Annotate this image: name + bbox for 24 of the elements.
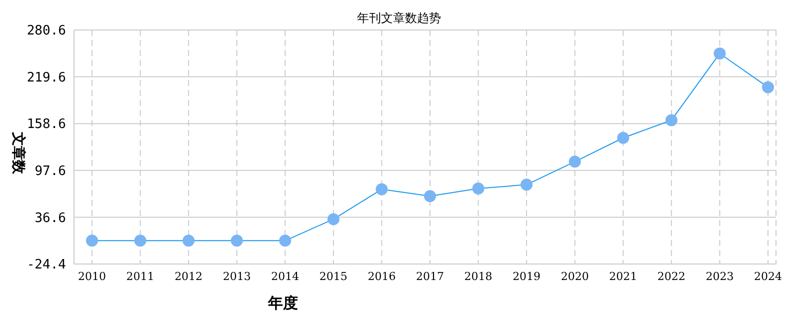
y-tick-label: 158.6 [26, 117, 66, 132]
x-tick-label: 2017 [416, 270, 444, 283]
x-tick-label: 2024 [754, 270, 782, 283]
x-tick-label: 2015 [319, 270, 348, 283]
chart-title: 年刊文章数趋势 [357, 11, 441, 25]
x-tick-label: 2020 [560, 270, 589, 283]
y-tick-label: 36.6 [34, 210, 66, 226]
x-tick-label: 2013 [222, 270, 251, 283]
x-tick-label: 2021 [609, 270, 638, 283]
x-tick-label: 2019 [512, 270, 541, 283]
x-tick-label: 2014 [271, 270, 300, 283]
x-tick-label: 2010 [78, 270, 106, 283]
x-tick-label: 2011 [126, 270, 154, 283]
x-tick-label: 2016 [368, 270, 396, 283]
y-tick-label: 280.6 [26, 24, 66, 39]
x-axis-title: 年度 [268, 294, 298, 313]
y-axis-title: 文章数 [10, 131, 27, 175]
y-tick-label: 219.6 [26, 70, 66, 86]
x-tick-label: 2012 [174, 270, 203, 283]
y-tick-label: 97.6 [34, 164, 66, 180]
x-tick-label: 2022 [657, 270, 686, 283]
y-tick-label: -24.4 [26, 258, 66, 273]
x-tick-label: 2018 [464, 270, 492, 283]
x-tick-label: 2023 [706, 270, 734, 283]
